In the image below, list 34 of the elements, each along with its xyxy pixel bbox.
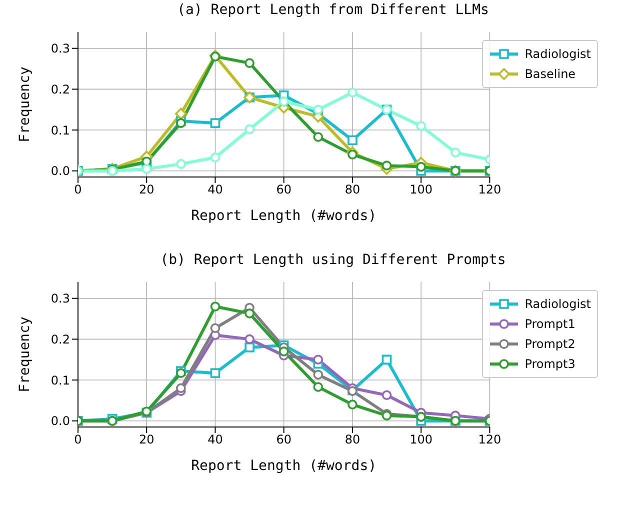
x-tick-label: 100 <box>410 432 433 447</box>
x-tick-label: 100 <box>410 182 433 197</box>
x-axis-title: Report Length (#words) <box>191 458 377 474</box>
x-tick-label: 120 <box>478 432 502 447</box>
y-tick-label: 0.2 <box>50 332 70 346</box>
x-tick-label: 60 <box>276 182 292 197</box>
chart-title: (a) Report Length from Different LLMs <box>176 2 490 20</box>
chart-title: (b) Report Length using Different Prompts <box>159 252 507 270</box>
legend-label: Prompt1 <box>524 317 576 331</box>
legend-label: Prompt2 <box>524 337 576 351</box>
y-axis-title: Frequency <box>16 66 33 142</box>
x-tick-label: 80 <box>344 432 360 447</box>
legend-label: Prompt3 <box>524 357 576 371</box>
y-tick-label: 0.0 <box>50 414 70 428</box>
legend-label: Baseline <box>524 67 576 81</box>
y-tick-label: 0.1 <box>50 123 70 138</box>
x-tick-label: 80 <box>344 182 360 197</box>
x-axis-title: Report Length (#words) <box>191 208 377 224</box>
y-tick-label: 0.2 <box>50 82 70 96</box>
x-tick-label: 0 <box>74 182 82 197</box>
y-tick-label: 0.0 <box>50 164 70 178</box>
x-tick-label: 40 <box>208 182 223 197</box>
y-tick-label: 0.1 <box>50 373 70 388</box>
y-tick-label: 0.3 <box>50 292 70 306</box>
x-tick-label: 20 <box>138 182 154 197</box>
legend-label: Radiologist <box>524 297 591 311</box>
x-tick-label: 40 <box>208 432 223 447</box>
legend-label: Radiologist <box>524 47 591 61</box>
x-tick-label: 120 <box>478 182 502 197</box>
x-tick-label: 0 <box>74 432 82 447</box>
y-tick-label: 0.3 <box>50 42 70 56</box>
y-axis-title: Frequency <box>16 316 33 392</box>
x-tick-label: 20 <box>138 432 154 447</box>
x-tick-label: 60 <box>276 432 292 447</box>
